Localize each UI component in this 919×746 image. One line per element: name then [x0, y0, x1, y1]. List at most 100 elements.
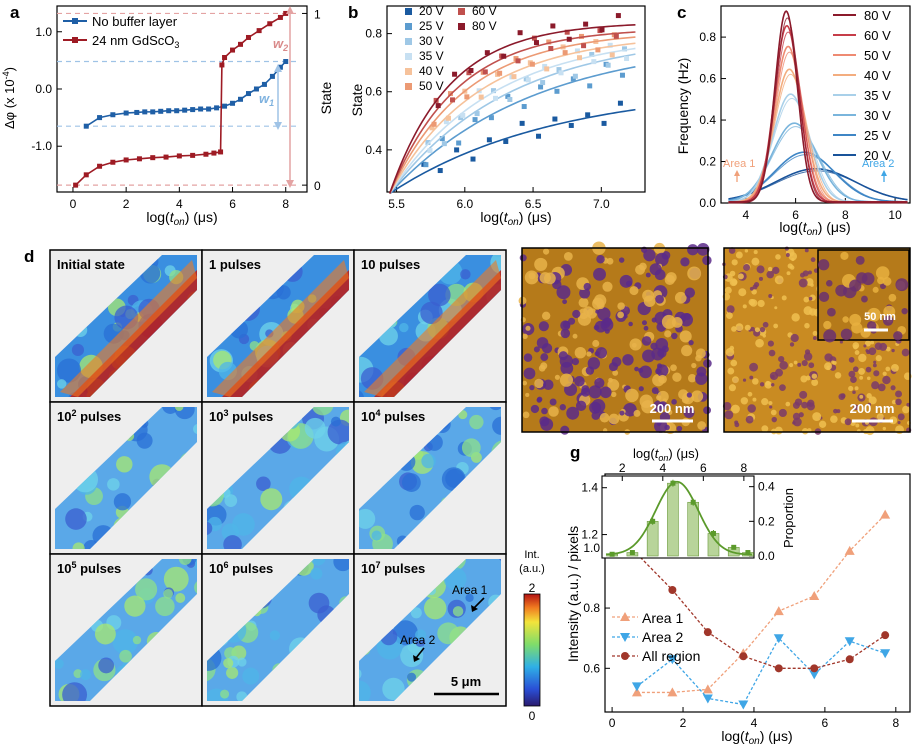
panel-f-grain	[870, 340, 875, 345]
panel-f-grain	[875, 355, 882, 362]
panel-f-grain	[791, 313, 800, 322]
b-point	[423, 162, 429, 168]
panel-f-grain	[806, 401, 812, 407]
panel-e-grain	[608, 362, 618, 372]
legend-area1: Area 1	[642, 610, 683, 626]
panel-d-blob	[207, 521, 213, 536]
c-ytick-label: 0.0	[699, 196, 716, 210]
panel-e-grain	[638, 386, 644, 392]
panel-e-grain	[594, 377, 605, 389]
panel-f-inset-scalebar: 50 nm	[864, 311, 896, 323]
panel-f-grain	[897, 420, 901, 425]
c-ytick-label: 0.4	[699, 113, 716, 127]
panel-d-blob	[112, 629, 138, 655]
panel-f-grain	[853, 404, 859, 411]
panel-f-grain	[772, 266, 780, 275]
panel-f-grain	[752, 397, 757, 402]
panel-d-sup: 5	[71, 560, 76, 570]
panel-f-grain	[781, 295, 787, 301]
panel-f-grain	[751, 257, 760, 266]
panel-f-grain	[767, 266, 773, 272]
a-point	[230, 47, 236, 53]
a-right-tick-label: 0	[314, 179, 321, 193]
a-point	[190, 107, 196, 113]
panel-e-grain	[670, 364, 677, 372]
panel-e-grain	[617, 302, 625, 310]
panel-e-grain	[645, 272, 651, 278]
a-point	[97, 163, 103, 169]
b-point	[552, 116, 558, 122]
panel-f-grain	[836, 409, 841, 414]
panel-f-grain	[735, 251, 743, 259]
panel-e-grain	[599, 412, 610, 423]
panel-f-grain	[810, 283, 814, 287]
panel-e-grain	[672, 372, 682, 382]
b-point	[441, 141, 447, 147]
g-point	[844, 637, 855, 647]
b-point	[503, 138, 509, 144]
panel-f-grain	[731, 259, 738, 266]
panel-c-ylabel: Frequency (Hz)	[675, 58, 691, 154]
b-legend-swatch	[405, 53, 412, 60]
panel-g-ylabel: Intensity (a.u.) / pixels	[565, 526, 581, 662]
panel-f-grain	[866, 376, 871, 381]
panel-f-grain	[799, 390, 808, 399]
panel-d-blob	[162, 407, 179, 414]
gi-fit-curve	[606, 480, 752, 556]
b-point	[591, 59, 597, 65]
panel-d-blob	[458, 410, 468, 420]
panel-e-grain	[533, 346, 540, 353]
b-point	[525, 77, 531, 83]
a-point	[214, 105, 220, 111]
g-point	[739, 652, 748, 661]
panel-f-inset-grain	[867, 307, 881, 322]
b-legend-label: 60 V	[472, 4, 497, 18]
panel-e-grain	[678, 389, 689, 400]
panel-d-suffix: pulses	[76, 561, 121, 576]
panel-f-grain	[801, 359, 808, 367]
a-point	[269, 73, 275, 79]
panel-f-grain	[724, 286, 732, 294]
panel-label-a: a	[10, 3, 20, 22]
panel-f-grain	[742, 304, 747, 309]
panel-f-grain	[789, 363, 794, 368]
panel-f-grain	[839, 340, 843, 344]
panel-f-grain	[859, 375, 864, 380]
b-point	[540, 80, 546, 86]
colorbar-title-1: Int.	[524, 549, 539, 561]
gi-ytick-left-label: 1.4	[581, 481, 598, 495]
panel-f-grain	[906, 402, 911, 407]
b-point	[568, 122, 574, 128]
colorbar-title-2: (a.u.)	[519, 563, 545, 575]
panel-f-grain	[724, 410, 734, 420]
panel-d-blob	[382, 677, 405, 701]
panel-d-blob	[71, 343, 85, 357]
b-point	[566, 36, 572, 42]
panel-d-blob	[308, 592, 330, 614]
panel-f-grain	[867, 402, 872, 407]
panel-f-inset-grain	[818, 259, 830, 271]
panel-e-grain	[583, 282, 592, 291]
panel-a-frame	[56, 5, 308, 193]
b-point	[501, 53, 507, 59]
panel-d-sup: 4	[375, 408, 380, 418]
panel-e-grain	[703, 406, 711, 415]
panel-d-suffix: pulses	[76, 409, 121, 424]
panel-f-grain	[890, 385, 896, 391]
panel-c-xlabel: log(ton) (μs)	[779, 219, 850, 238]
a-xtick-label: 6	[229, 197, 236, 211]
panel-e-grain	[523, 367, 536, 380]
a-point	[150, 155, 156, 161]
b-point	[497, 70, 503, 76]
panel-f-scalebar: 200 nm	[850, 401, 895, 416]
panel-f-grain	[729, 345, 735, 351]
panel-f-grain	[895, 390, 903, 398]
a-point	[245, 91, 251, 97]
panel-e-grain	[657, 390, 669, 403]
panel-f-inset-grain	[875, 266, 890, 280]
panel-e-grain	[549, 398, 557, 406]
panel-f-grain	[766, 270, 775, 279]
a-point	[253, 86, 259, 92]
panel-e-grain	[683, 406, 695, 418]
a-point	[166, 108, 172, 114]
